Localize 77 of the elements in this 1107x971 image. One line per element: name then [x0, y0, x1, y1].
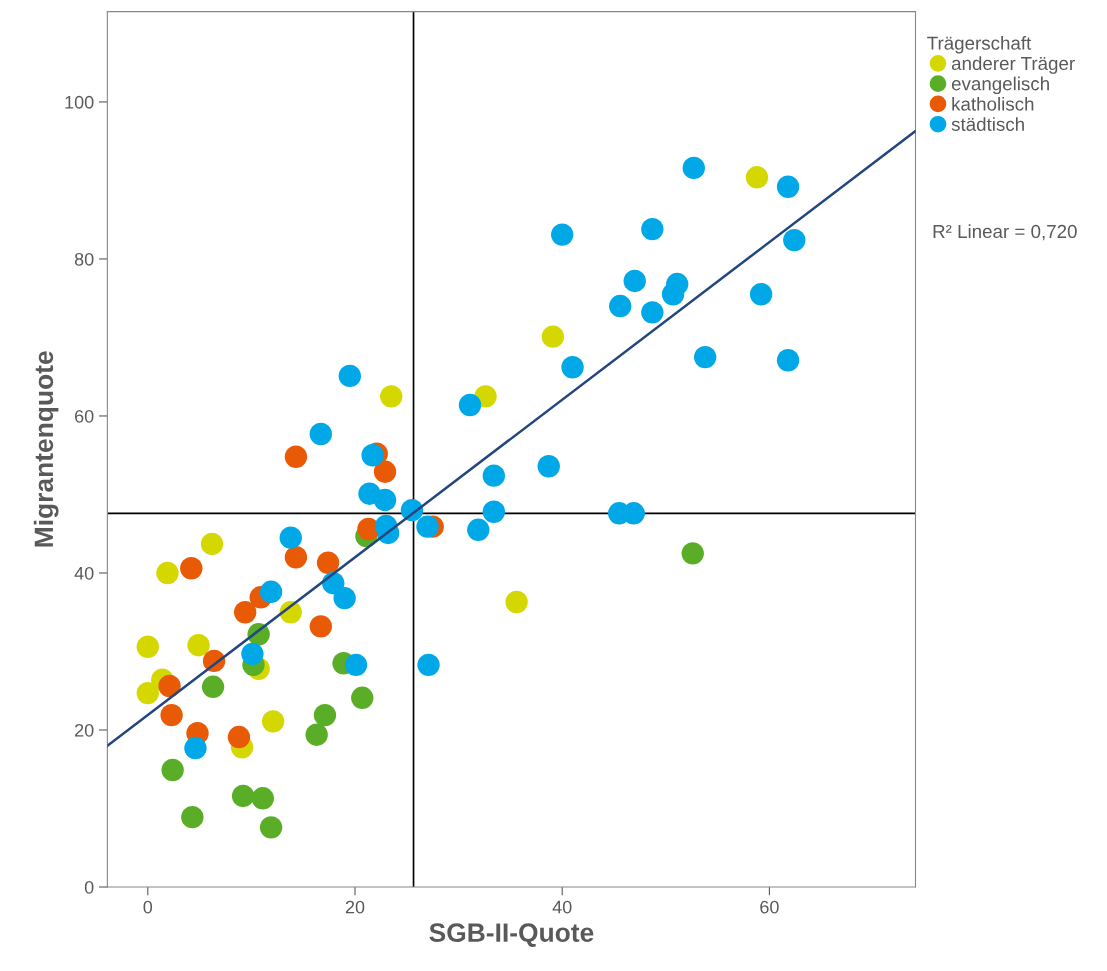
point	[505, 590, 528, 614]
point	[666, 272, 689, 296]
x-tick-label: 40	[552, 900, 572, 914]
point	[541, 325, 565, 348]
point	[316, 551, 340, 574]
x-tick-label: 0	[143, 900, 153, 914]
point	[482, 500, 506, 523]
point	[338, 364, 362, 388]
point	[284, 445, 308, 468]
point	[351, 686, 374, 709]
point	[551, 223, 574, 246]
point	[259, 580, 283, 604]
point	[261, 710, 285, 733]
point	[537, 455, 560, 478]
point	[184, 736, 207, 760]
point	[136, 681, 159, 705]
point	[783, 228, 806, 252]
y-tick-label: 60	[75, 409, 94, 423]
y-axis-title: Migrantenquote	[33, 351, 59, 547]
point	[458, 393, 482, 417]
legend-label: katholisch	[952, 96, 1034, 111]
point	[641, 301, 664, 324]
point	[309, 615, 332, 638]
legend-label: anderer Träger	[951, 56, 1075, 74]
x-tick-label: 20	[345, 900, 365, 914]
point	[623, 269, 646, 293]
point	[279, 526, 302, 549]
point	[776, 175, 800, 198]
point	[561, 356, 584, 379]
point	[284, 546, 308, 569]
text: R² Linear = 0,720	[933, 224, 1077, 241]
point	[344, 653, 368, 677]
point	[482, 464, 506, 487]
point	[609, 294, 632, 318]
point	[259, 816, 283, 839]
legend-label: evangelisch	[951, 76, 1049, 95]
point	[161, 758, 184, 782]
point	[187, 634, 210, 657]
point	[373, 460, 397, 483]
point	[417, 653, 440, 677]
point	[693, 345, 717, 369]
point	[305, 723, 328, 746]
y-tick-label: 100	[65, 95, 94, 109]
point	[200, 532, 224, 556]
point	[309, 422, 332, 446]
point	[201, 675, 225, 699]
point	[682, 156, 705, 180]
point	[380, 385, 403, 408]
point	[467, 518, 490, 541]
point	[416, 515, 439, 538]
y-tick-label: 20	[75, 723, 94, 737]
point	[227, 725, 251, 749]
point	[233, 601, 257, 624]
point	[313, 703, 337, 727]
point	[156, 561, 179, 585]
x-tick-label: 60	[760, 900, 779, 914]
point	[158, 674, 181, 698]
point	[333, 586, 356, 610]
point	[251, 787, 274, 810]
point	[681, 542, 704, 565]
point	[160, 703, 183, 727]
point	[641, 217, 664, 241]
point	[776, 349, 800, 372]
legend-label: städtisch	[951, 117, 1024, 131]
point	[373, 488, 397, 512]
point	[745, 166, 769, 189]
point	[241, 642, 264, 666]
y-tick-label: 80	[74, 252, 94, 266]
point	[180, 557, 203, 580]
point	[231, 784, 255, 808]
y-tick-label: 40	[74, 566, 94, 580]
x-axis-title: SGB-II-Quote	[429, 923, 594, 947]
point	[136, 635, 159, 658]
y-tick-label: 0	[84, 880, 94, 894]
point	[181, 805, 204, 829]
legend-title: Trägerschaft	[927, 36, 1032, 54]
point	[749, 283, 773, 306]
